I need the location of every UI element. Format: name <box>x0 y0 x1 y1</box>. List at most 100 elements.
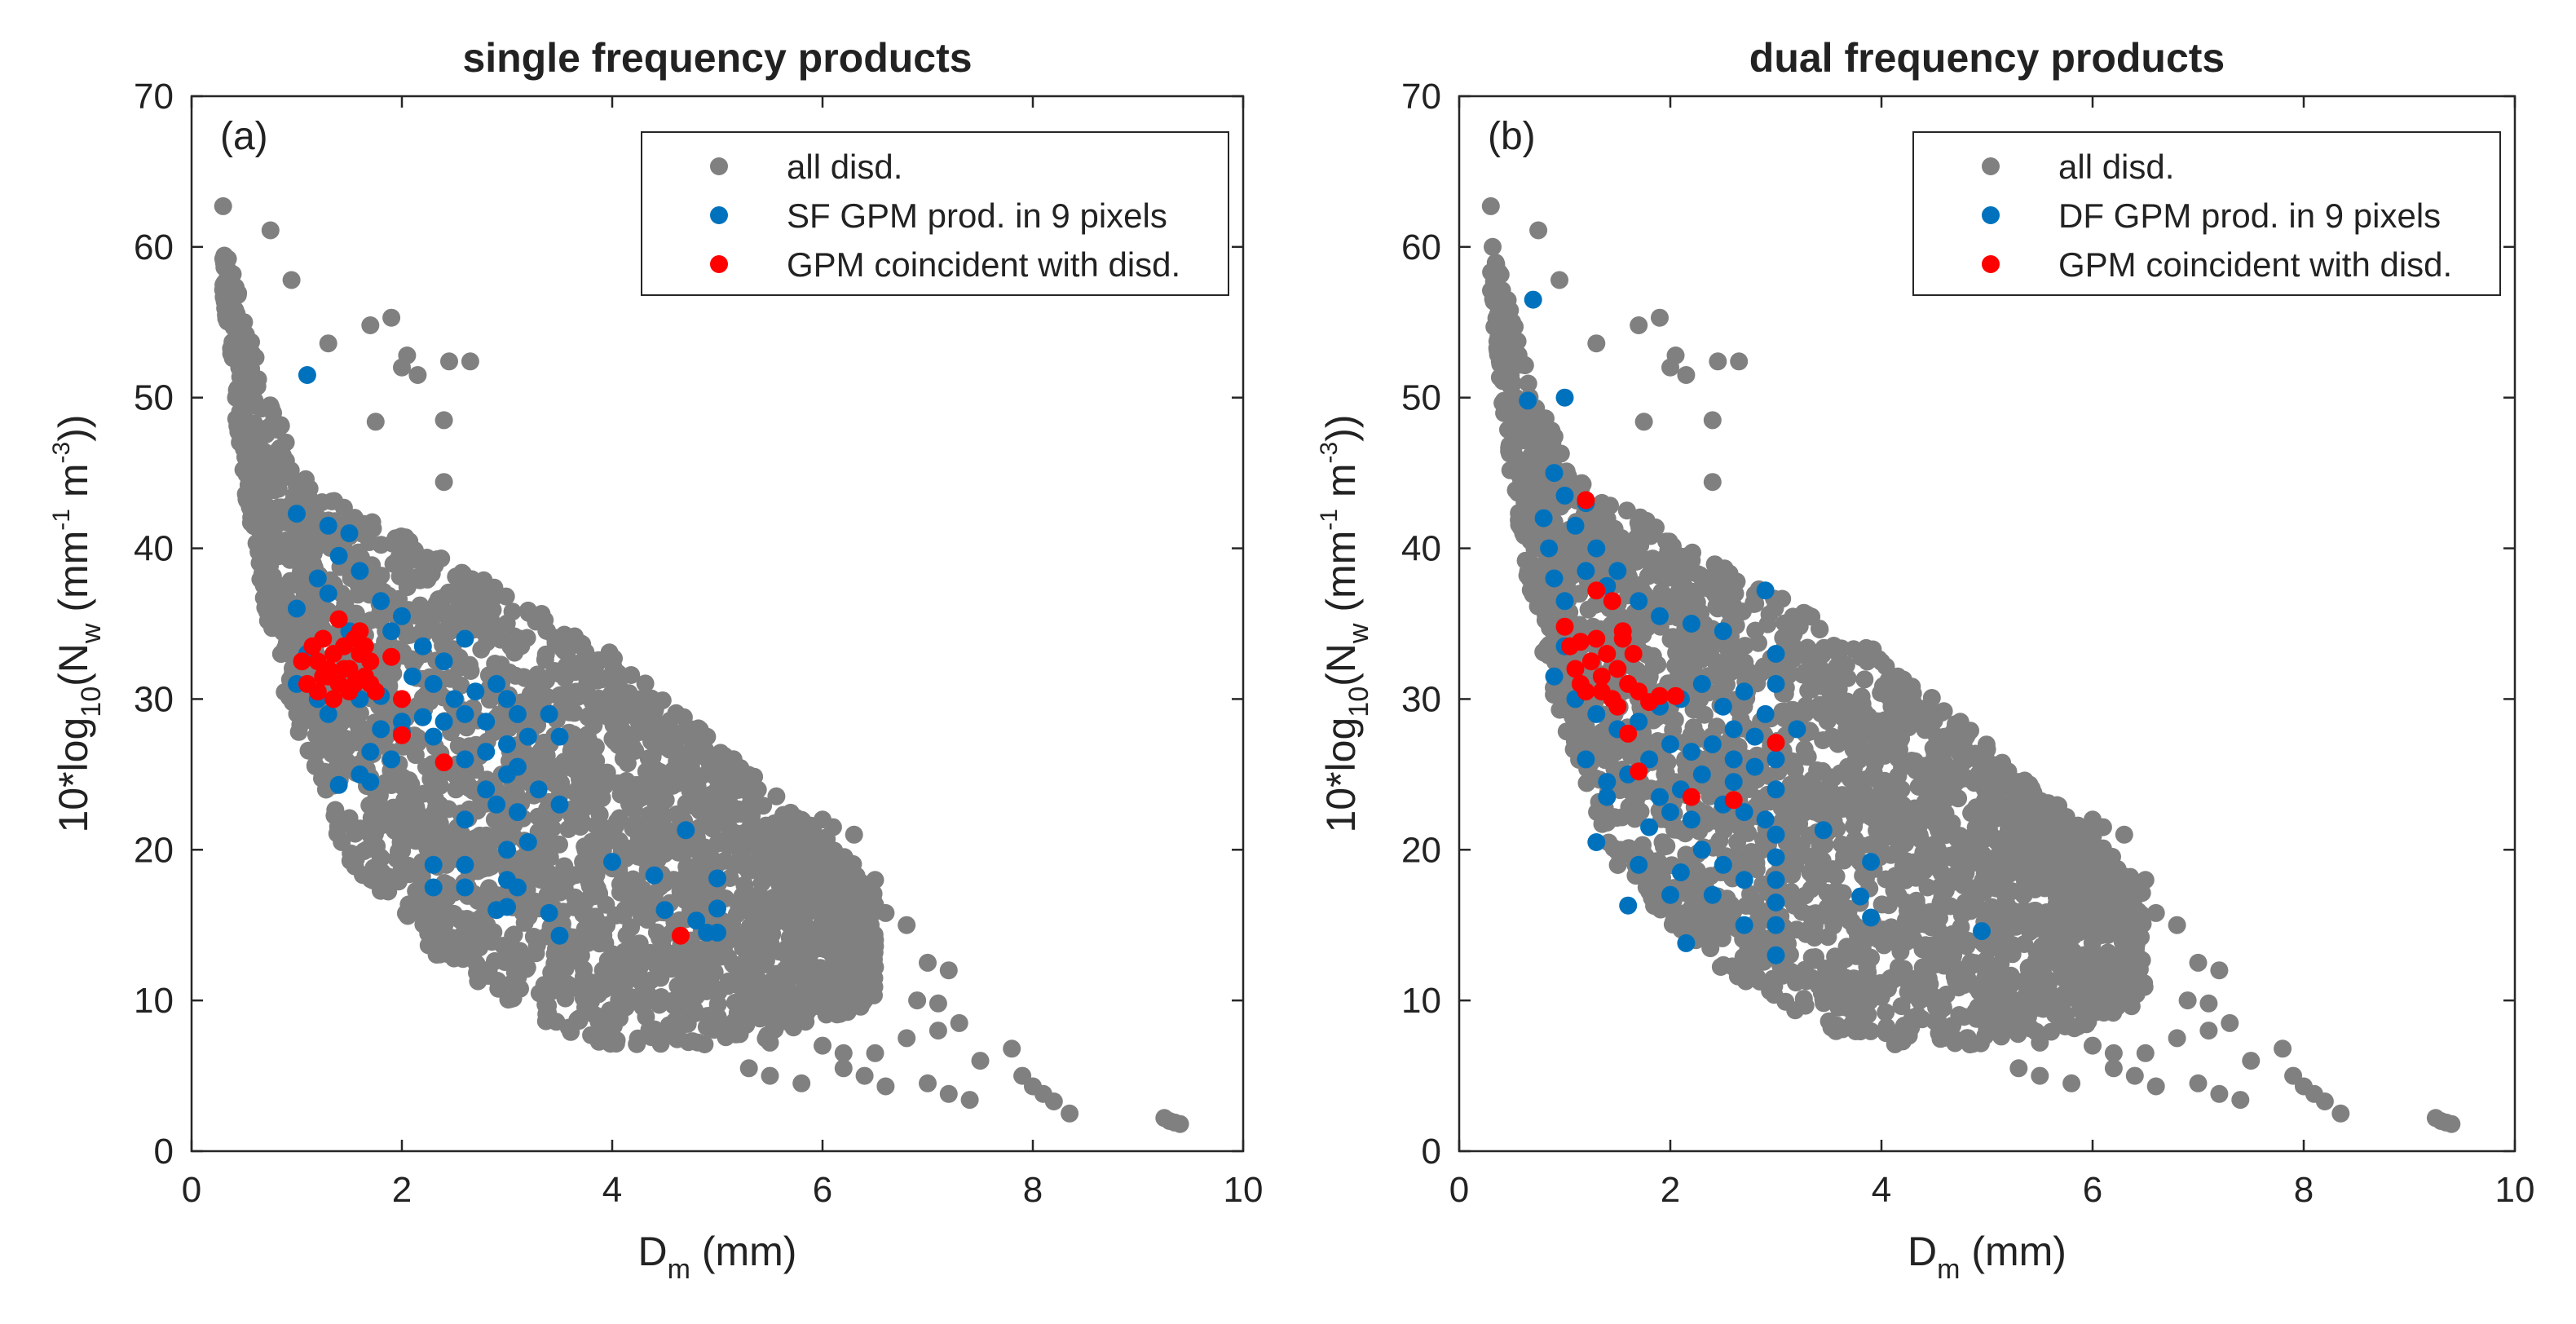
data-point <box>845 826 863 844</box>
data-point <box>771 871 789 889</box>
panel-b: 0 2 4 6 8 10010203040506070dual frequency pro… <box>1316 35 2534 1285</box>
disd-point <box>633 973 651 991</box>
data-point <box>361 675 379 693</box>
data-point <box>398 346 416 364</box>
disd-point <box>520 604 538 622</box>
disd-point <box>1799 848 1817 866</box>
disd-point <box>536 611 554 629</box>
disd-point <box>614 837 632 855</box>
y-tick-label: 30 <box>1401 679 1441 719</box>
data-point <box>940 961 958 979</box>
data-point <box>372 720 390 738</box>
disd-point <box>313 732 331 750</box>
disd-point <box>790 938 808 956</box>
disd-point <box>757 918 775 936</box>
data-point <box>382 622 400 640</box>
disd-point <box>730 898 748 916</box>
disd-point <box>302 536 320 554</box>
data-point <box>330 675 348 693</box>
data-point <box>382 309 400 327</box>
data-point <box>856 1067 874 1085</box>
disd-point <box>237 328 255 346</box>
disd-point <box>729 977 747 995</box>
disd-point <box>664 1025 682 1043</box>
disd-point <box>721 820 739 838</box>
data-point <box>440 352 458 370</box>
disd-point <box>1857 986 1875 1004</box>
disd-point <box>325 492 343 510</box>
disd-point <box>217 306 235 324</box>
disd-point <box>672 882 690 900</box>
data-point <box>414 708 432 726</box>
disd-point <box>384 535 402 553</box>
disd-point <box>1893 758 1911 776</box>
legend-label: GPM coincident with disd. <box>787 245 1180 284</box>
disd-point <box>408 798 426 816</box>
disd-point <box>643 821 661 839</box>
disd-point <box>258 455 276 473</box>
data-point <box>929 995 947 1013</box>
data-point <box>792 879 810 897</box>
data-point <box>456 705 474 723</box>
y-label-suffix: )) <box>51 414 96 441</box>
x-tick-label: 4 <box>602 1170 622 1210</box>
disd-point <box>479 967 497 985</box>
disd-point <box>629 874 646 892</box>
data-point <box>1003 1039 1021 1057</box>
data-point <box>335 638 353 655</box>
disd-point <box>408 902 426 920</box>
disd-point <box>780 1010 798 1028</box>
disd-point <box>359 823 377 841</box>
x-label-sub: m <box>668 1254 690 1285</box>
disd-point <box>708 1016 726 1034</box>
x-label-unit: (mm) <box>690 1229 797 1274</box>
disd-point <box>585 652 603 670</box>
disd-point <box>582 1026 600 1044</box>
data-point <box>919 954 937 972</box>
x-tick-label: 0 <box>1449 1170 1469 1210</box>
data-point <box>677 821 695 839</box>
data-point <box>540 705 558 723</box>
data-point <box>487 796 505 814</box>
y-label-unit2: m <box>51 463 96 509</box>
disd-point <box>290 723 308 741</box>
y-tick-label: 40 <box>134 529 174 569</box>
x-tick-label: 0 <box>182 1170 201 1210</box>
x-tick-label: 10 <box>2495 1170 2535 1210</box>
disd-point <box>1868 822 1886 840</box>
disd-point <box>1528 458 1546 476</box>
disd-point <box>509 969 527 986</box>
data-point <box>382 750 400 768</box>
data-point <box>672 927 690 945</box>
x-axis-label: Dm (mm) <box>638 1229 797 1285</box>
disd-point <box>249 370 267 388</box>
disd-point <box>537 1005 555 1023</box>
y-tick-label: 30 <box>134 679 174 719</box>
disd-point <box>810 998 828 1016</box>
x-label-main: D <box>638 1229 668 1274</box>
disd-point <box>266 618 284 636</box>
disd-point <box>261 557 279 575</box>
disd-point <box>743 799 761 817</box>
data-point <box>761 1034 779 1052</box>
data-point <box>666 728 684 746</box>
y-tick-label: 50 <box>134 378 174 418</box>
disd-point <box>1659 753 1677 771</box>
disd-point <box>379 883 397 901</box>
disd-point <box>636 840 654 858</box>
data-point <box>814 1037 831 1055</box>
disd-point <box>636 773 654 791</box>
disd-point <box>1736 637 1754 655</box>
data-point <box>761 841 779 858</box>
disd-point <box>863 931 881 949</box>
disd-point <box>528 665 546 683</box>
disd-point <box>431 814 449 832</box>
disd-point <box>568 1011 586 1029</box>
data-point <box>330 547 348 565</box>
data-point <box>435 753 453 771</box>
disd-point <box>248 534 266 552</box>
y-tick-label: 70 <box>134 77 174 117</box>
data-point <box>509 879 527 897</box>
disd-point <box>462 929 480 947</box>
disd-point <box>526 893 544 911</box>
